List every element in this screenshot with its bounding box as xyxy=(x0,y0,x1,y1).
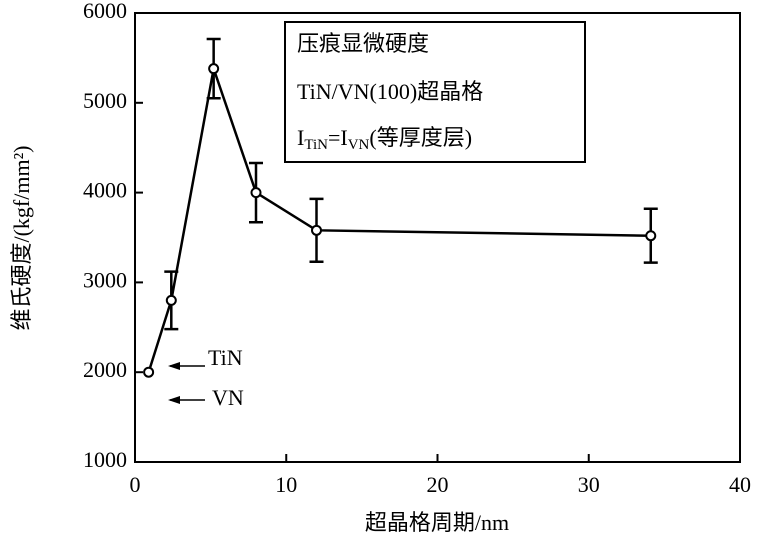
x-tick-label: 20 xyxy=(427,472,449,497)
annotation: TiN xyxy=(208,345,243,370)
data-point xyxy=(250,187,262,199)
y-axis-label: 维氏硬度/(kgf/mm²) xyxy=(9,145,34,330)
data-point xyxy=(165,294,177,306)
annotation-arrowhead xyxy=(168,362,180,370)
box-line: 压痕显微硬度 xyxy=(297,31,429,56)
box-line: TiN/VN(100)超晶格 xyxy=(297,79,483,104)
annotation-arrowhead xyxy=(168,396,180,404)
box-text: (等厚度层) xyxy=(369,125,472,150)
x-tick-label: 40 xyxy=(729,472,751,497)
y-tick-label: 2000 xyxy=(83,357,127,382)
annotation: VN xyxy=(212,385,244,410)
x-axis-label: 超晶格周期/nm xyxy=(365,510,509,535)
data-point xyxy=(143,366,155,378)
x-tick-label: 0 xyxy=(130,472,141,497)
y-tick-label: 1000 xyxy=(83,447,127,472)
box-text: I xyxy=(297,125,304,150)
box-line: ITiN=IVN(等厚度层) xyxy=(297,125,472,153)
y-tick-label: 4000 xyxy=(83,178,127,203)
x-tick-label: 10 xyxy=(275,472,297,497)
y-tick-label: 3000 xyxy=(83,267,127,292)
y-tick-label: 5000 xyxy=(83,88,127,113)
data-point xyxy=(311,224,322,236)
box-text: =I xyxy=(328,125,348,150)
y-tick-label: 6000 xyxy=(83,0,127,23)
legend-box xyxy=(284,21,586,163)
data-point xyxy=(208,63,220,75)
data-point xyxy=(645,230,657,242)
x-tick-label: 30 xyxy=(578,472,600,497)
box-subscript: VN xyxy=(348,137,370,153)
box-subscript: TiN xyxy=(304,137,328,153)
series-line xyxy=(147,63,651,373)
